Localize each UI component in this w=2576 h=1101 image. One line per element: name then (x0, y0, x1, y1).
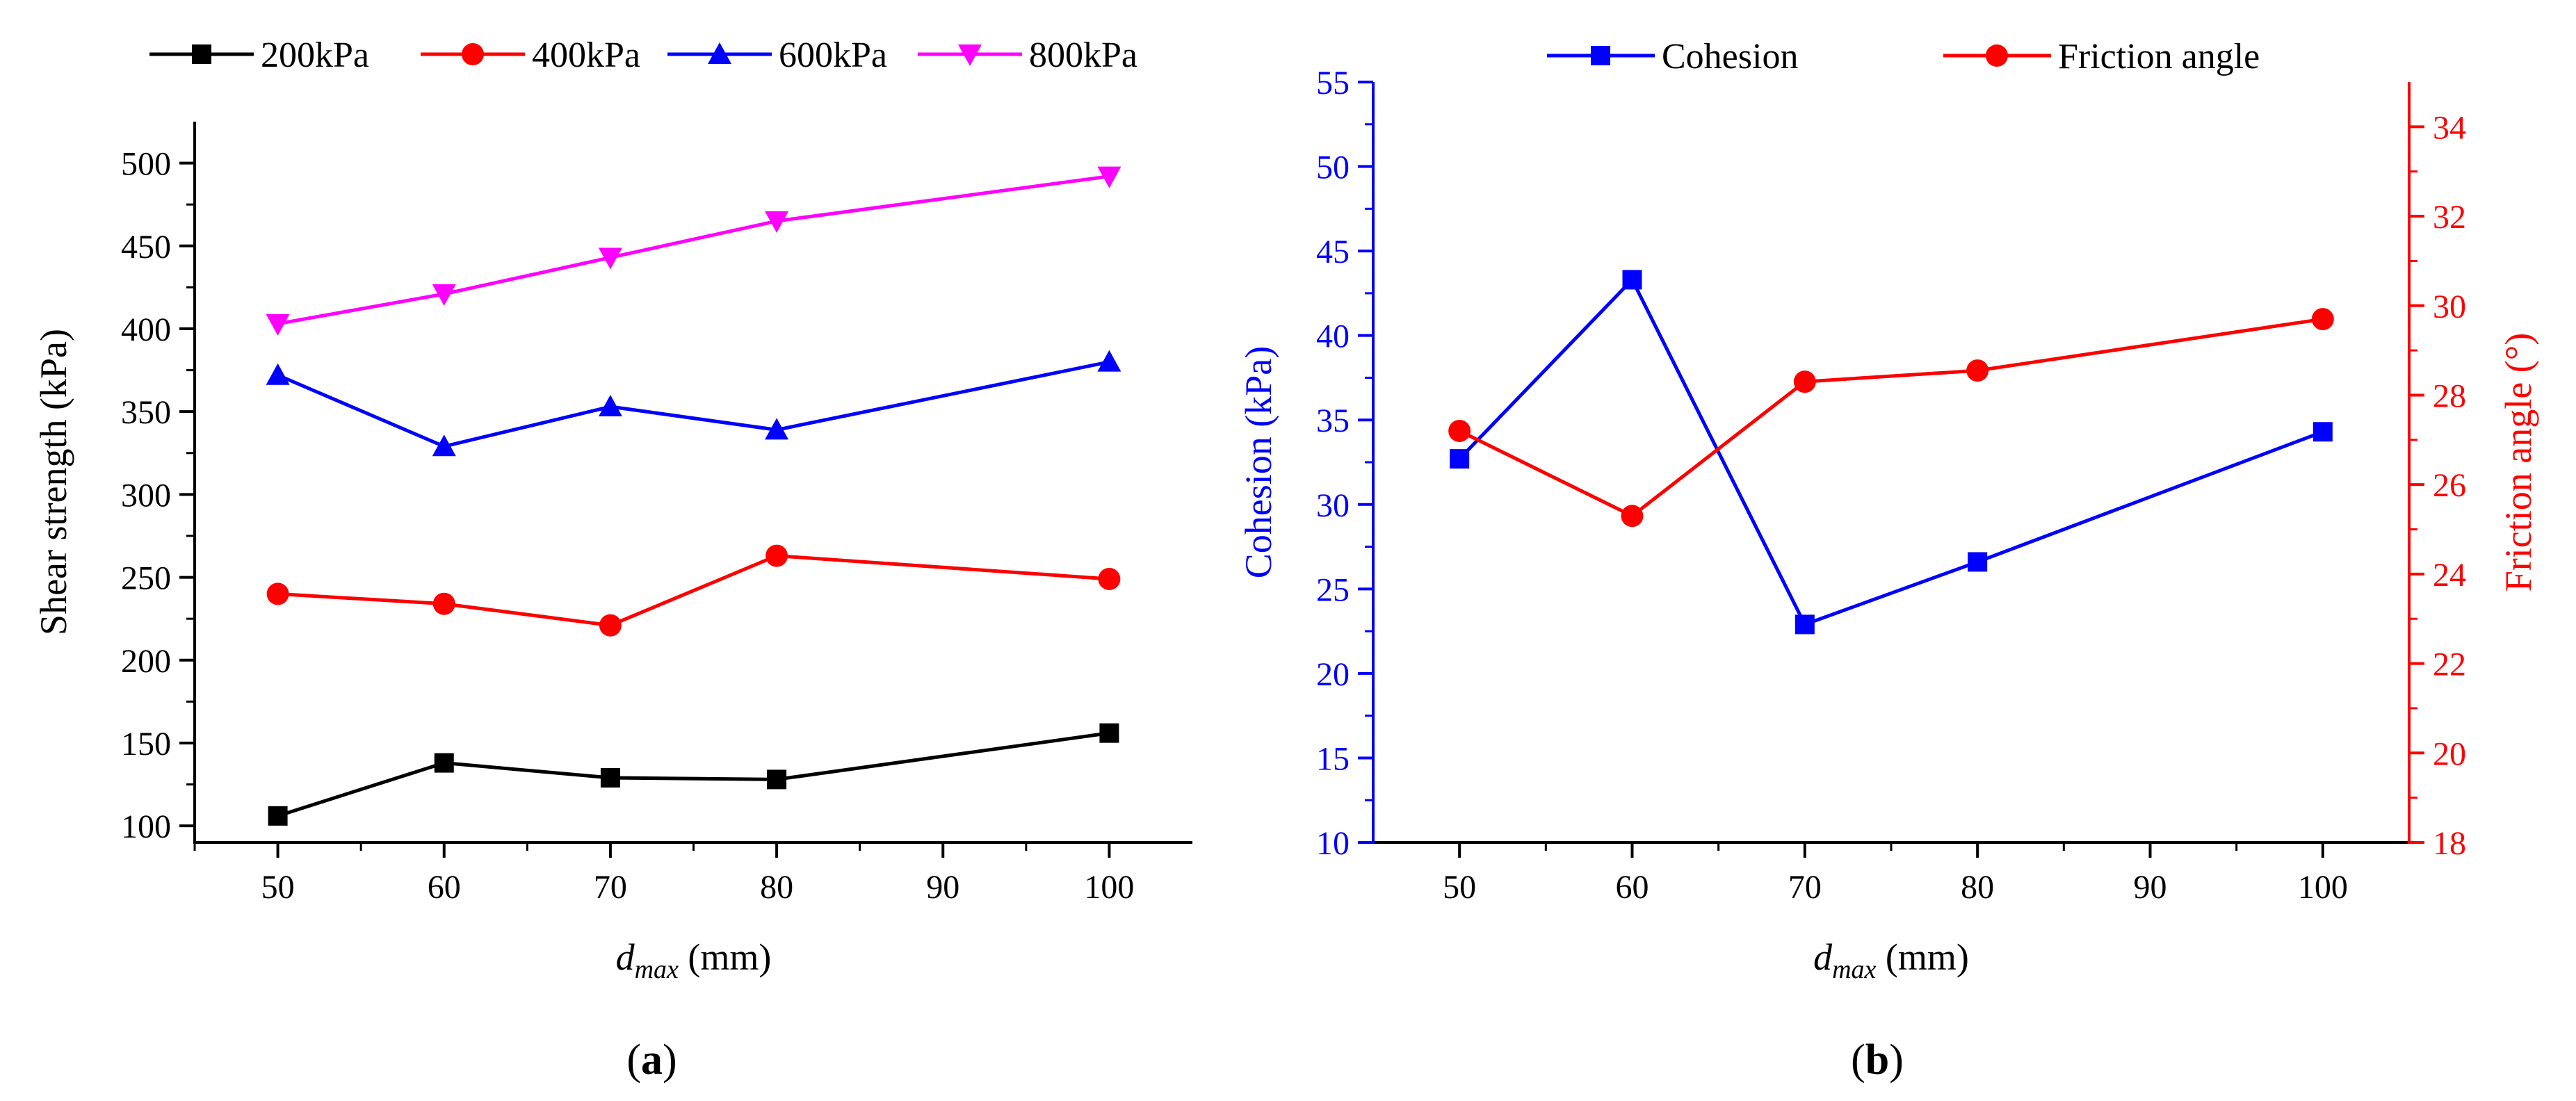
data-point-600kPa (598, 395, 622, 417)
series-line-600kPa (277, 360, 1110, 448)
right-y-tick-label: 22 (2433, 646, 2466, 683)
data-point-200kPa (600, 768, 620, 788)
data-point-400kPa (1098, 567, 1121, 590)
legend-marker-Cohesion (1591, 46, 1610, 65)
data-point-400kPa (432, 592, 455, 615)
x-tick-label: 60 (428, 869, 461, 906)
x-tick-label: 50 (1443, 869, 1476, 906)
x-tick-label: 100 (1084, 869, 1134, 906)
legend-marker-Friction angle (1986, 44, 2008, 67)
legend-marker-400kPa (462, 43, 484, 65)
x-tick-label: 70 (1788, 869, 1822, 906)
x-tick-label: 80 (760, 869, 793, 906)
data-point-600kPa (266, 363, 290, 385)
left-y-tick-label: 55 (1316, 65, 1350, 101)
data-point-800kPa (266, 313, 290, 336)
left-y-tick-label: 35 (1316, 402, 1350, 439)
right-y-tick-label: 26 (2433, 467, 2466, 504)
series-line-Cohesion (1458, 277, 2324, 627)
legend-label-400kPa: 400kPa (532, 35, 640, 75)
panel-label-a: (a) (626, 1036, 677, 1084)
right-y-tick-label: 28 (2433, 377, 2466, 414)
data-point-200kPa (268, 806, 288, 826)
legend-label-600kPa: 600kPa (779, 35, 887, 75)
x-tick-label: 60 (1616, 869, 1649, 906)
y-tick-label: 350 (121, 394, 171, 431)
right-y-tick-label: 24 (2433, 557, 2466, 594)
data-point-600kPa (432, 434, 456, 457)
chart-b-cohesion-friction: 50 60 70 80 90 100 10 15 20 25 30 35 40 45 50 55 18 20 22 2… (1238, 37, 2539, 1084)
y-tick-label: 400 (121, 311, 171, 348)
left-y-tick-label: 30 (1316, 487, 1350, 524)
data-point-800kPa (432, 284, 456, 306)
data-point-Cohesion (1450, 449, 1470, 469)
data-point-400kPa (266, 582, 289, 605)
legend-marker-200kPa (192, 44, 211, 64)
right-y-tick-label: 32 (2433, 199, 2466, 236)
data-point-Cohesion (1622, 270, 1642, 290)
legend-marker-600kPa (708, 42, 731, 64)
data-point-600kPa (1097, 350, 1121, 372)
y-tick-label: 150 (121, 726, 171, 762)
x-tick-label: 80 (1961, 869, 1994, 906)
right-y-tick-label: 18 (2433, 825, 2466, 862)
data-point-Friction angle (1621, 505, 1644, 528)
data-point-800kPa (1097, 166, 1121, 188)
y-tick-label: 500 (121, 146, 171, 183)
right-y-tick-label: 30 (2433, 288, 2466, 325)
y-tick-label: 450 (121, 229, 171, 266)
data-point-400kPa (765, 544, 788, 567)
series-line-200kPa (277, 731, 1110, 818)
chart-a-shear-strength: 50 60 70 80 90 100 100 150 200 250 300 350 400 450 500… (33, 35, 1192, 1084)
data-point-Friction angle (1793, 370, 1816, 393)
left-y-tick-label: 10 (1316, 825, 1350, 862)
left-y-tick-label: 25 (1316, 571, 1350, 608)
legend-label-200kPa: 200kPa (261, 35, 369, 75)
x-tick-label: 100 (2298, 869, 2348, 906)
data-point-200kPa (767, 769, 787, 790)
data-point-Friction angle (2311, 308, 2334, 331)
data-point-800kPa (598, 247, 622, 270)
x-tick-label: 90 (2134, 869, 2167, 906)
series-line-Friction angle (1459, 317, 2324, 519)
data-point-200kPa (434, 753, 454, 773)
data-point-400kPa (599, 614, 622, 637)
left-y-tick-label: 45 (1316, 234, 1350, 270)
data-point-Cohesion (1968, 552, 1988, 572)
right-y-axis-title: Friction angle (°) (2497, 333, 2539, 592)
right-y-tick-label: 20 (2433, 735, 2466, 772)
data-point-Friction angle (1448, 419, 1471, 442)
y-tick-label: 200 (121, 643, 171, 680)
data-point-Friction angle (1966, 359, 1989, 382)
left-y-tick-label: 40 (1316, 318, 1350, 355)
data-point-Cohesion (1795, 614, 1815, 635)
series-line-800kPa (277, 174, 1110, 326)
legend-label-Cohesion: Cohesion (1662, 37, 1798, 76)
x-axis-title: dmax (mm) (1813, 936, 1969, 984)
data-point-600kPa (765, 418, 789, 440)
x-axis-title: dmax (mm) (616, 936, 772, 984)
legend-label-800kPa: 800kPa (1029, 35, 1137, 75)
y-axis-title: Shear strength (kPa) (33, 329, 74, 635)
x-tick-label: 50 (261, 869, 295, 906)
x-tick-label: 70 (594, 869, 627, 906)
y-tick-label: 300 (121, 477, 171, 514)
data-point-200kPa (1099, 723, 1119, 743)
legend-marker-800kPa (958, 44, 982, 66)
series-line-400kPa (277, 554, 1110, 628)
legend-label-Friction angle: Friction angle (2058, 37, 2260, 76)
x-tick-label: 90 (926, 869, 959, 906)
left-y-tick-label: 20 (1316, 656, 1350, 693)
panel-label-b: (b) (1851, 1036, 1904, 1084)
left-y-tick-label: 50 (1316, 149, 1350, 186)
left-y-axis-title: Cohesion (kPa) (1238, 346, 1279, 578)
left-y-tick-label: 15 (1316, 740, 1350, 777)
data-point-Cohesion (2312, 422, 2333, 442)
right-y-tick-label: 34 (2433, 109, 2466, 146)
y-tick-label: 100 (121, 808, 171, 845)
data-point-800kPa (765, 211, 789, 234)
y-tick-label: 250 (121, 560, 171, 597)
